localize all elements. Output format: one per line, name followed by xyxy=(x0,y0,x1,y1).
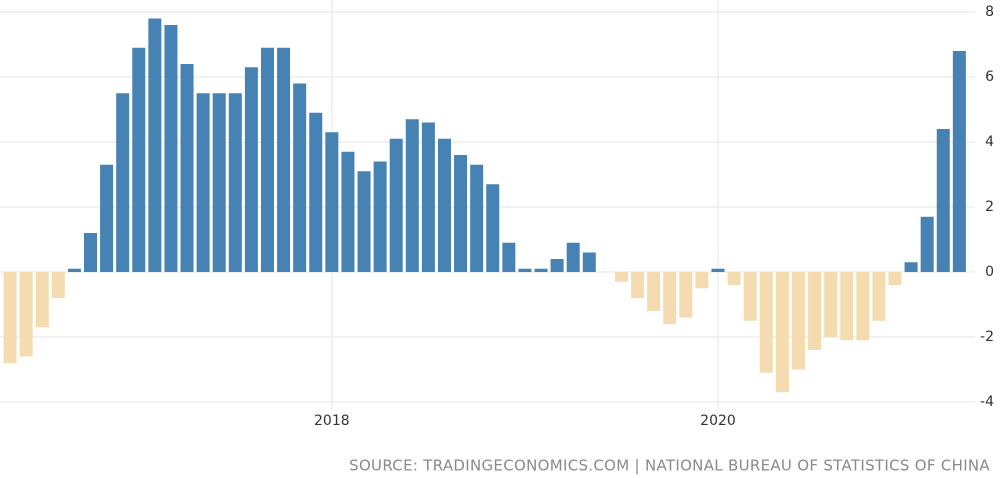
bar xyxy=(759,272,773,373)
bar xyxy=(840,272,854,341)
bar xyxy=(808,272,822,350)
y-tick-label: 0 xyxy=(985,264,994,280)
bar xyxy=(888,272,902,285)
bar xyxy=(116,93,130,272)
y-tick-label: 8 xyxy=(985,4,994,20)
bar xyxy=(19,272,33,357)
bar xyxy=(228,93,242,272)
bar xyxy=(824,272,838,337)
y-tick-label: -2 xyxy=(980,329,994,345)
bar xyxy=(711,268,725,272)
bar xyxy=(212,93,226,272)
bar xyxy=(518,268,532,272)
x-tick-label: 2018 xyxy=(314,413,350,429)
bar xyxy=(534,268,548,272)
bar xyxy=(775,272,789,393)
bar xyxy=(405,119,419,272)
bar xyxy=(920,216,934,272)
bar xyxy=(486,184,500,272)
bar xyxy=(164,25,178,272)
bar xyxy=(791,272,805,370)
y-tick-label: 4 xyxy=(985,134,994,150)
bar xyxy=(647,272,661,311)
bar xyxy=(180,64,194,272)
bar xyxy=(421,122,435,272)
bar xyxy=(67,268,81,272)
bar xyxy=(904,262,918,272)
y-tick-label: 6 xyxy=(985,69,994,85)
bar xyxy=(35,272,49,328)
bar xyxy=(663,272,677,324)
bar xyxy=(100,164,114,272)
bar xyxy=(566,242,580,272)
bar xyxy=(3,272,17,363)
bar xyxy=(83,233,97,272)
bar xyxy=(260,47,274,272)
bar xyxy=(357,171,371,272)
bar xyxy=(582,252,596,272)
bar xyxy=(470,164,484,272)
bar xyxy=(936,129,950,272)
bar xyxy=(856,272,870,341)
bar xyxy=(727,272,741,285)
bar xyxy=(325,132,339,272)
bar xyxy=(277,47,291,272)
bar xyxy=(679,272,693,318)
bar xyxy=(293,83,307,272)
bar xyxy=(148,18,162,272)
bar xyxy=(373,161,387,272)
x-tick-label: 2020 xyxy=(700,413,736,429)
y-tick-label: -4 xyxy=(980,394,994,410)
bar xyxy=(550,259,564,272)
bar xyxy=(437,138,451,272)
bar xyxy=(341,151,355,272)
bar xyxy=(502,242,516,272)
bar xyxy=(614,272,628,282)
bar xyxy=(743,272,757,321)
bar xyxy=(872,272,886,321)
y-tick-label: 2 xyxy=(985,199,994,215)
bar xyxy=(389,138,403,272)
bar xyxy=(454,155,468,272)
bar xyxy=(695,272,709,289)
bar xyxy=(631,272,645,298)
source-note: SOURCE: TRADINGECONOMICS.COM | NATIONAL … xyxy=(349,457,990,475)
bar xyxy=(952,51,966,272)
bar xyxy=(244,67,258,272)
bar xyxy=(196,93,210,272)
bar xyxy=(51,272,65,298)
bar xyxy=(132,47,146,272)
bar xyxy=(309,112,323,272)
